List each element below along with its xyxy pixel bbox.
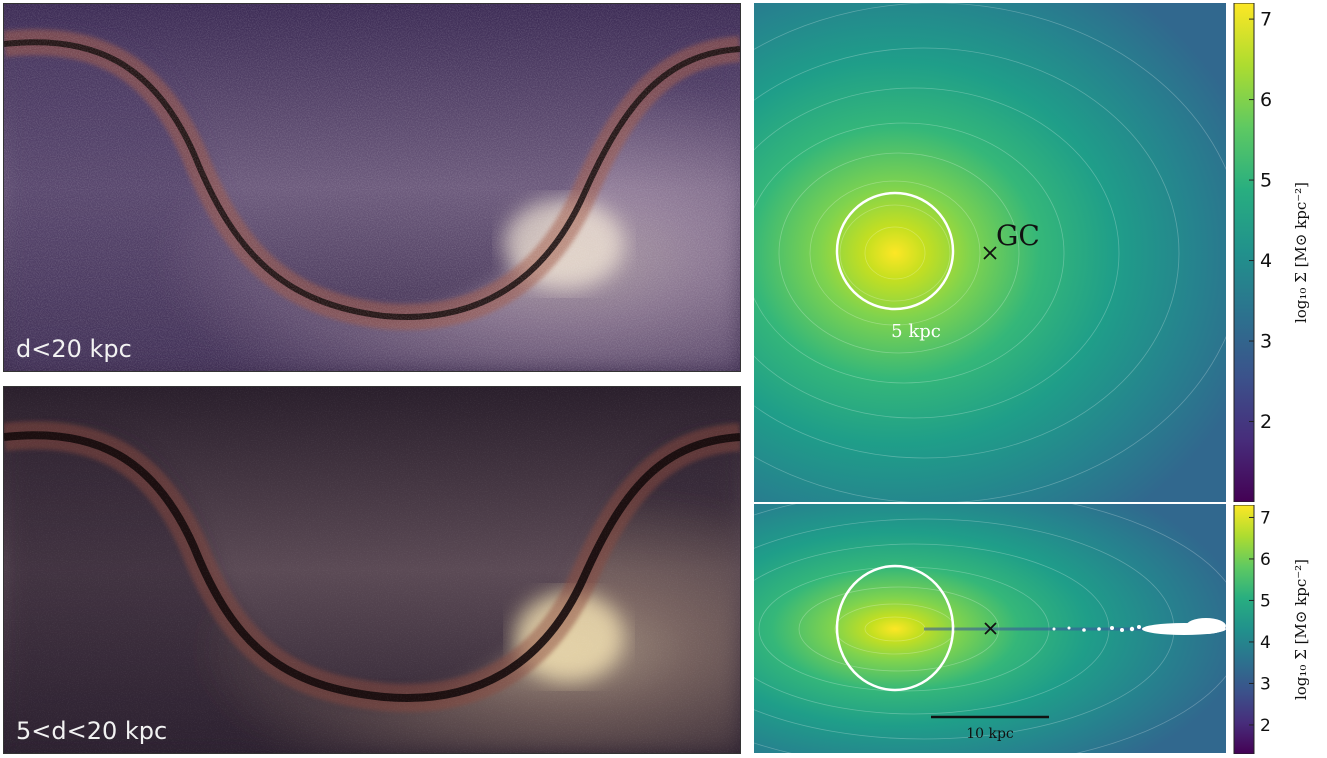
colorbar-tick-label: 2 — [1260, 411, 1272, 433]
sky-map-distance-cut-image — [4, 387, 740, 753]
colorbar-tick-label: 7 — [1260, 9, 1272, 31]
colorbar-tick-label: 2 — [1260, 716, 1271, 736]
colorbar-tick-label: 6 — [1260, 550, 1271, 570]
circle-radius-label: 5 kpc — [891, 321, 941, 342]
colorbar-gradient — [1233, 504, 1255, 755]
colorbar-bottom: 2 3 4 5 6 7 log₁₀ Σ [M⊙ kpc⁻²] — [1233, 504, 1323, 755]
satellite-stream-points — [1052, 618, 1226, 635]
colorbar-bottom-svg: 2 3 4 5 6 7 log₁₀ Σ [M⊙ kpc⁻²] — [1233, 504, 1310, 755]
colorbar-top-svg: 2 3 4 5 6 7 log₁₀ Σ [M⊙ kpc⁻²] — [1233, 2, 1310, 503]
colorbar-tick-label: 7 — [1260, 508, 1271, 528]
density-map-top: 5 kpc GC — [754, 3, 1226, 502]
density-map-bottom: 10 kpc — [754, 504, 1226, 753]
galactic-center-label: GC — [996, 219, 1040, 252]
radius-5kpc-circle — [835, 564, 955, 692]
colorbar-label: log₁₀ Σ [M⊙ kpc⁻²] — [1292, 182, 1310, 323]
colorbar-tick-label: 5 — [1260, 170, 1272, 192]
contour-lines — [754, 3, 1226, 502]
sky-map-all-distances-image — [4, 4, 740, 371]
colorbar-tick-label: 4 — [1260, 633, 1271, 653]
sky-map-all-distances: d<20 kpc — [3, 3, 741, 372]
galactic-center-marker — [983, 246, 997, 260]
colorbar-top: 2 3 4 5 6 7 log₁₀ Σ [M⊙ kpc⁻²] — [1233, 2, 1323, 503]
scale-bar-label: 10 kpc — [966, 726, 1014, 742]
sky-map-distance-cut: 5<d<20 kpc — [3, 386, 741, 754]
colorbar-tick-label: 6 — [1260, 89, 1272, 111]
density-map-top-image: 5 kpc GC — [754, 3, 1226, 502]
colorbar-tick-label: 5 — [1260, 591, 1271, 611]
radius-5kpc-circle — [835, 191, 955, 311]
galactic-center-marker — [984, 622, 997, 635]
sky-map-label: d<20 kpc — [16, 335, 132, 363]
density-map-bottom-image: 10 kpc — [754, 504, 1226, 753]
sky-map-label: 5<d<20 kpc — [16, 717, 168, 745]
colorbar-tick-label: 3 — [1260, 331, 1272, 353]
colorbar-tick-label: 4 — [1260, 250, 1272, 272]
colorbar-tick-label: 3 — [1260, 674, 1271, 694]
colorbar-gradient — [1233, 2, 1255, 503]
colorbar-label: log₁₀ Σ [M⊙ kpc⁻²] — [1292, 559, 1310, 700]
